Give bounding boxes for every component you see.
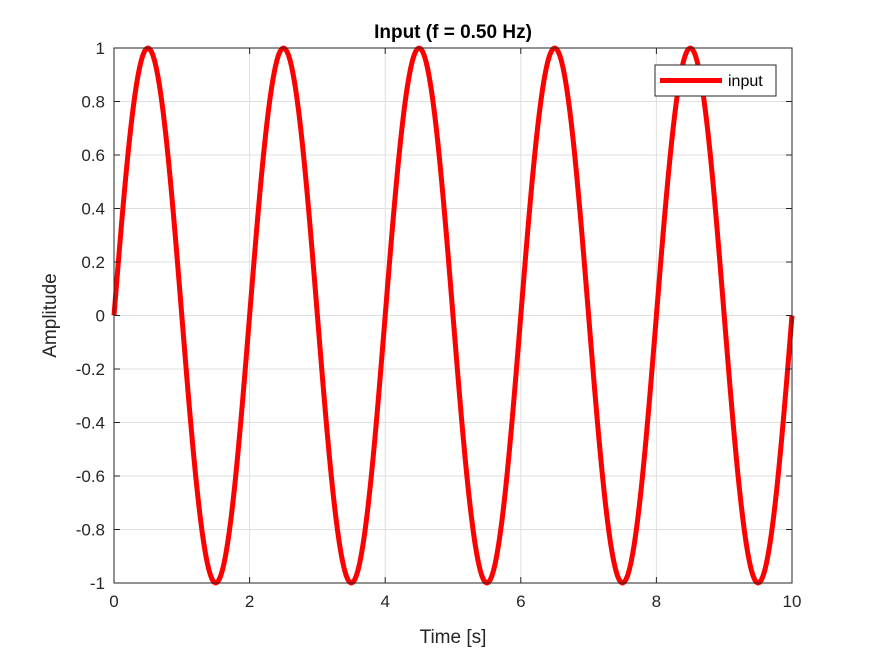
chart-title: Input (f = 0.50 Hz): [374, 22, 532, 43]
y-tick-label: -0.6: [76, 467, 105, 486]
x-tick-label: 2: [245, 592, 254, 611]
y-tick-label: 0.2: [81, 253, 105, 272]
x-axis-label: Time [s]: [420, 627, 487, 648]
y-tick-label: 0.6: [81, 146, 105, 165]
x-tick-label: 4: [380, 592, 389, 611]
y-tick-label: 0: [96, 307, 105, 326]
legend-label: input: [728, 73, 763, 90]
x-tick-label: 6: [516, 592, 525, 611]
ticks: 0 2 4 6 8 10 -1 -0.8 -0.6 -0.4 -0.2 0 0.2 0.4 0.6 0.8 1: [76, 39, 802, 611]
y-tick-label: 0.8: [81, 93, 105, 112]
y-tick-label: 1: [96, 39, 105, 58]
y-tick-label: -0.8: [76, 521, 105, 540]
y-tick-label: 0.4: [81, 200, 105, 219]
y-axis-label: Amplitude: [40, 273, 61, 358]
y-tick-label: -0.4: [76, 414, 105, 433]
x-tick-label: 10: [783, 592, 802, 611]
y-tick-label: -1: [90, 574, 105, 593]
y-tick-label: -0.2: [76, 360, 105, 379]
x-tick-label: 8: [652, 592, 661, 611]
x-tick-label: 0: [109, 592, 118, 611]
legend: input: [654, 64, 777, 97]
